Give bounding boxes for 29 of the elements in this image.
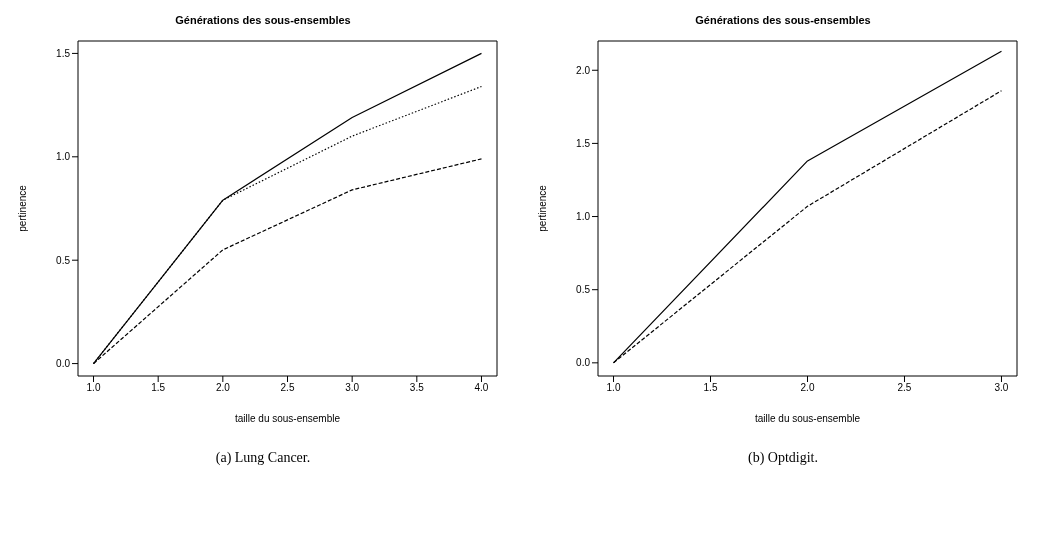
x-tick-label: 2.5 [897, 382, 912, 394]
x-tick-label: 1.5 [151, 382, 166, 394]
y-axis-title: pertinence [16, 184, 28, 232]
y-tick-label: 1.5 [576, 137, 591, 149]
y-tick-label: 1.0 [576, 211, 591, 223]
chart-title: Générations des sous-ensembles [695, 14, 871, 28]
text: (a) Lung Cancer. [215, 450, 311, 466]
y-tick-label: 1.0 [56, 151, 71, 163]
y-axis-title: pertinence [536, 184, 548, 232]
y-tick-label: 1.5 [56, 47, 71, 59]
x-tick-label: 2.0 [800, 382, 815, 394]
chart-title: Générations des sous-ensembles [175, 14, 351, 28]
x-tick-label: 3.0 [994, 382, 1009, 394]
x-tick-label: 2.0 [215, 382, 231, 394]
y-tick-label: 2.0 [576, 64, 591, 76]
x-tick-label: 1.0 [606, 382, 621, 394]
y-tick-label: 0.5 [576, 284, 591, 296]
x-tick-label: 1.0 [86, 382, 101, 394]
y-tick-label: 0.5 [56, 254, 71, 266]
x-tick-label: 3.0 [345, 382, 360, 394]
y-tick-label: 0.0 [56, 358, 71, 370]
x-tick-label: 2.5 [280, 382, 295, 394]
x-axis-title: taille du sous-ensemble [234, 413, 341, 424]
x-tick-label: 4.0 [474, 382, 489, 394]
x-axis-title: taille du sous-ensemble [754, 413, 861, 424]
x-tick-label: 3.5 [409, 382, 425, 394]
y-tick-label: 0.0 [576, 357, 591, 369]
x-tick-label: 1.5 [703, 382, 718, 394]
text: (b) Optdigit. [748, 450, 818, 466]
